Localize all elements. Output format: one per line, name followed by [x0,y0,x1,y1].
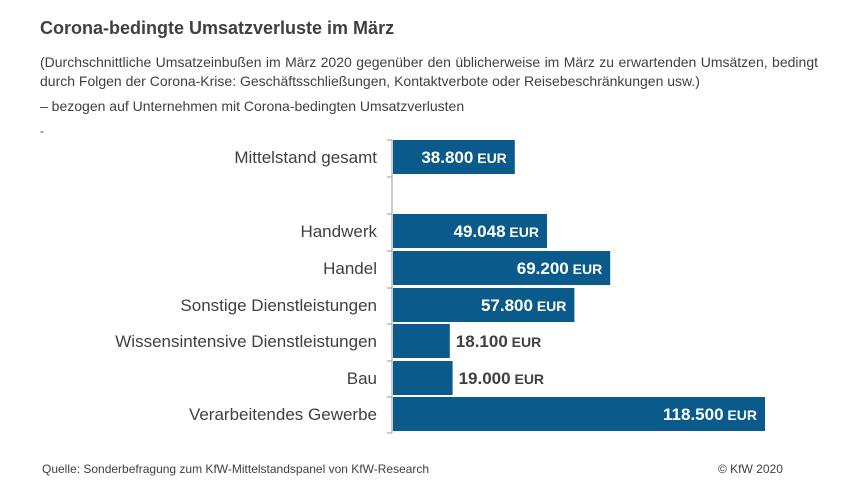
bar [393,324,450,358]
category-label: Handel [323,259,377,278]
value-number: 18.100 [456,332,508,351]
value-unit: EUR [506,224,539,240]
value-label: 118.500 EUR [663,405,757,424]
value-number: 118.500 [663,405,724,424]
value-number: 49.048 [454,222,506,241]
labels-group: Mittelstand gesamt 38.800 EUR Handwerk 49.0… [115,148,757,424]
category-label: Handwerk [300,222,377,241]
category-label: Mittelstand gesamt [234,148,377,167]
dash-mark: - [40,124,44,138]
source-note: Quelle: Sonderbefragung zum KfW-Mittelst… [42,462,430,476]
value-unit: EUR [511,371,544,387]
value-label: 49.048 EUR [454,222,539,241]
bar [393,397,765,431]
bars-group [393,140,765,431]
bar [393,214,547,248]
value-number: 57.800 [481,296,533,315]
copyright: © KfW 2020 [718,462,783,476]
value-label: 57.800 EUR [481,296,566,315]
value-number: 38.800 [421,148,473,167]
category-label: Bau [347,369,377,388]
value-unit: EUR [533,298,566,314]
value-unit: EUR [569,261,602,277]
value-label: 18.100 EUR [456,332,541,351]
value-number: 69.200 [517,259,569,278]
value-label: 38.800 EUR [421,148,506,167]
chart-title: Corona-bedingte Umsatzverluste im März [40,18,395,38]
axis-ticks [387,139,392,434]
value-unit: EUR [473,150,506,166]
value-label: 69.200 EUR [517,259,602,278]
chart-subtitle: (Durchschnittliche Umsatzeinbußen im Mär… [40,54,818,89]
bar [393,140,515,174]
bar [393,361,453,395]
value-number: 19.000 [459,369,511,388]
value-label: 19.000 EUR [459,369,544,388]
chart-note: – bezogen auf Unternehmen mit Corona-bed… [40,98,465,114]
bar [393,288,575,322]
category-label: Verarbeitendes Gewerbe [189,405,377,424]
value-unit: EUR [724,407,757,423]
category-label: Wissensintensive Dienstleistungen [115,332,377,351]
bar [393,251,611,285]
value-unit: EUR [508,334,541,350]
category-label: Sonstige Dienstleistungen [180,296,377,315]
